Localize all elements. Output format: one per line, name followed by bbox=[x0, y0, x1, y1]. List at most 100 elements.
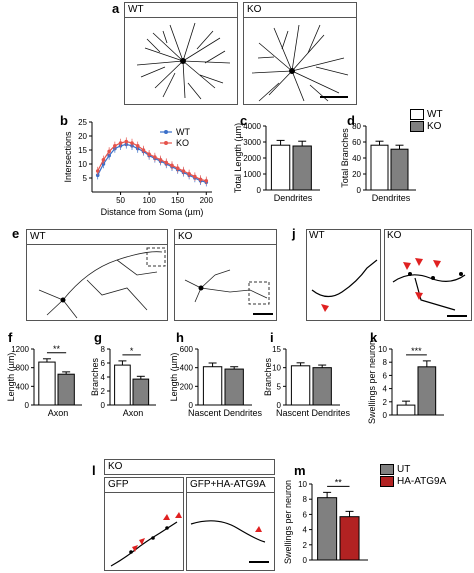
x-tick-label: 100 bbox=[142, 196, 156, 205]
y-tick-label: 0 bbox=[25, 401, 30, 410]
y-tick-label: 2 bbox=[303, 541, 308, 550]
panel-label-h: h bbox=[176, 330, 184, 345]
y-axis-label: Total Branches bbox=[340, 128, 350, 188]
y-tick-label: 0 bbox=[257, 186, 262, 195]
data-point bbox=[107, 153, 111, 158]
neuron-wt-drawing bbox=[136, 22, 231, 100]
y-tick-label: 6 bbox=[101, 359, 106, 368]
y-tick-label: 4 bbox=[101, 373, 106, 382]
y-tick-label: 8 bbox=[303, 495, 308, 504]
legend-m: UT HA-ATG9A bbox=[380, 464, 446, 488]
panel-label-c: c bbox=[240, 113, 248, 128]
data-point bbox=[175, 166, 180, 170]
bar-wt bbox=[270, 144, 291, 191]
x-axis-label: Axon bbox=[48, 408, 69, 418]
data-point bbox=[135, 144, 140, 148]
x-axis-label: Nascent Dendrites bbox=[276, 408, 351, 418]
data-point bbox=[118, 141, 123, 145]
y-tick-label: 3000 bbox=[243, 138, 261, 147]
data-point bbox=[198, 177, 203, 182]
y-axis-label: Branches bbox=[90, 357, 100, 396]
arrowhead-icon bbox=[163, 514, 170, 520]
x-tick-label: 200 bbox=[200, 196, 214, 205]
rescue-image-atg9a: GFP+HA-ATG9A bbox=[186, 477, 275, 571]
swelling-image-ko: KO bbox=[384, 229, 472, 321]
bar-chart-m: 0 2 4 6 8 10 ** Swellings per neuron bbox=[283, 477, 368, 565]
arrowhead-icon bbox=[415, 258, 423, 266]
axon-ko-drawing bbox=[184, 269, 273, 315]
y-tick-label: 1200 bbox=[11, 345, 29, 354]
arrowhead-icon bbox=[321, 304, 329, 312]
bar-ko bbox=[57, 373, 75, 406]
bar-chart-d: 0 20 40 60 80 Dendrites Total Branches bbox=[340, 122, 416, 203]
y-tick-label: 4000 bbox=[243, 122, 261, 131]
swelling-ko-drawing bbox=[392, 258, 467, 317]
data-point bbox=[95, 169, 100, 173]
significance-mark: ** bbox=[335, 477, 343, 487]
y-tick-label: 15 bbox=[78, 146, 87, 155]
y-tick-label: 10 bbox=[272, 364, 281, 373]
rescue-image-gfp: GFP bbox=[104, 477, 184, 571]
swelling-image-wt: WT bbox=[306, 229, 381, 321]
y-tick-label: 0 bbox=[277, 401, 282, 410]
arrowhead-icon bbox=[415, 292, 423, 300]
bar-ko bbox=[132, 378, 150, 406]
data-point bbox=[158, 158, 163, 162]
bar-chart-h: 0 200 400 600 Nascent Dendrites Length (µm) bbox=[169, 345, 262, 418]
image-label-ko: KO bbox=[244, 3, 356, 18]
axon-image-wt: WT bbox=[26, 229, 168, 321]
arrowhead-icon bbox=[403, 262, 411, 270]
significance-mark: *** bbox=[411, 346, 422, 356]
bar-ko bbox=[292, 145, 312, 191]
y-tick-label: 20 bbox=[78, 132, 87, 141]
bar-ut bbox=[317, 497, 338, 561]
x-axis-label: Nascent Dendrites bbox=[188, 408, 262, 418]
x-tick-label: 150 bbox=[171, 196, 185, 205]
y-tick-label: 2 bbox=[383, 398, 388, 407]
x-axis-label: Dendrites bbox=[372, 193, 411, 203]
y-tick-label: 2000 bbox=[243, 154, 261, 163]
y-axis-label: Total Length (µm) bbox=[233, 123, 243, 193]
neuron-ko-drawing bbox=[251, 24, 349, 102]
data-point bbox=[124, 139, 129, 144]
neuron-image-wt-a: WT bbox=[124, 2, 238, 105]
axon-wt-drawing bbox=[38, 247, 166, 319]
y-axis-label: Length (µm) bbox=[169, 353, 179, 402]
panel-label-g: g bbox=[94, 330, 102, 345]
data-point bbox=[101, 158, 106, 162]
rescue-atg9a-drawing bbox=[190, 520, 269, 563]
y-axis-label: Swellings per neuron bbox=[283, 480, 293, 564]
legend-cd: WT KO bbox=[410, 109, 443, 133]
data-point bbox=[113, 144, 117, 148]
data-point bbox=[170, 163, 174, 168]
x-tick-label: 50 bbox=[116, 196, 125, 205]
y-axis-label: Length (µm) bbox=[6, 353, 16, 402]
panel-label-e: e bbox=[12, 226, 20, 241]
bar-chart-i: 0 5 10 15 Nascent Dendrites Branches bbox=[263, 345, 351, 418]
arrowhead-icon bbox=[433, 260, 441, 268]
bar-ko bbox=[224, 368, 244, 406]
data-point bbox=[141, 148, 146, 152]
data-point bbox=[193, 174, 197, 179]
data-point bbox=[130, 141, 134, 145]
x-axis-label: Axon bbox=[123, 408, 144, 418]
y-tick-label: 10 bbox=[378, 345, 387, 354]
image-label-ko-e: KO bbox=[175, 230, 276, 245]
axon-image-ko: KO bbox=[174, 229, 277, 321]
bar-wt bbox=[114, 364, 131, 406]
y-tick-label: 6 bbox=[383, 371, 388, 380]
legend-item-wt: WT bbox=[410, 109, 443, 121]
swelling-wt-drawing bbox=[311, 259, 378, 312]
bar-chart-g: 0 2 4 6 8 * Axon Branches bbox=[90, 345, 156, 418]
y-tick-label: 40 bbox=[352, 154, 361, 163]
bar-chart-k: 0 2 4 6 8 10 *** Swellings per neuron bbox=[367, 340, 444, 424]
legend-label-ko: KO bbox=[176, 138, 189, 148]
y-tick-label: 10 bbox=[78, 160, 87, 169]
panel-label-b: b bbox=[60, 113, 68, 128]
y-tick-label: 0 bbox=[303, 556, 308, 565]
data-point bbox=[147, 152, 151, 156]
bar-wt bbox=[396, 404, 416, 416]
legend-marker bbox=[164, 141, 168, 145]
legend-item-ko: KO bbox=[410, 121, 443, 133]
data-point bbox=[187, 172, 191, 176]
